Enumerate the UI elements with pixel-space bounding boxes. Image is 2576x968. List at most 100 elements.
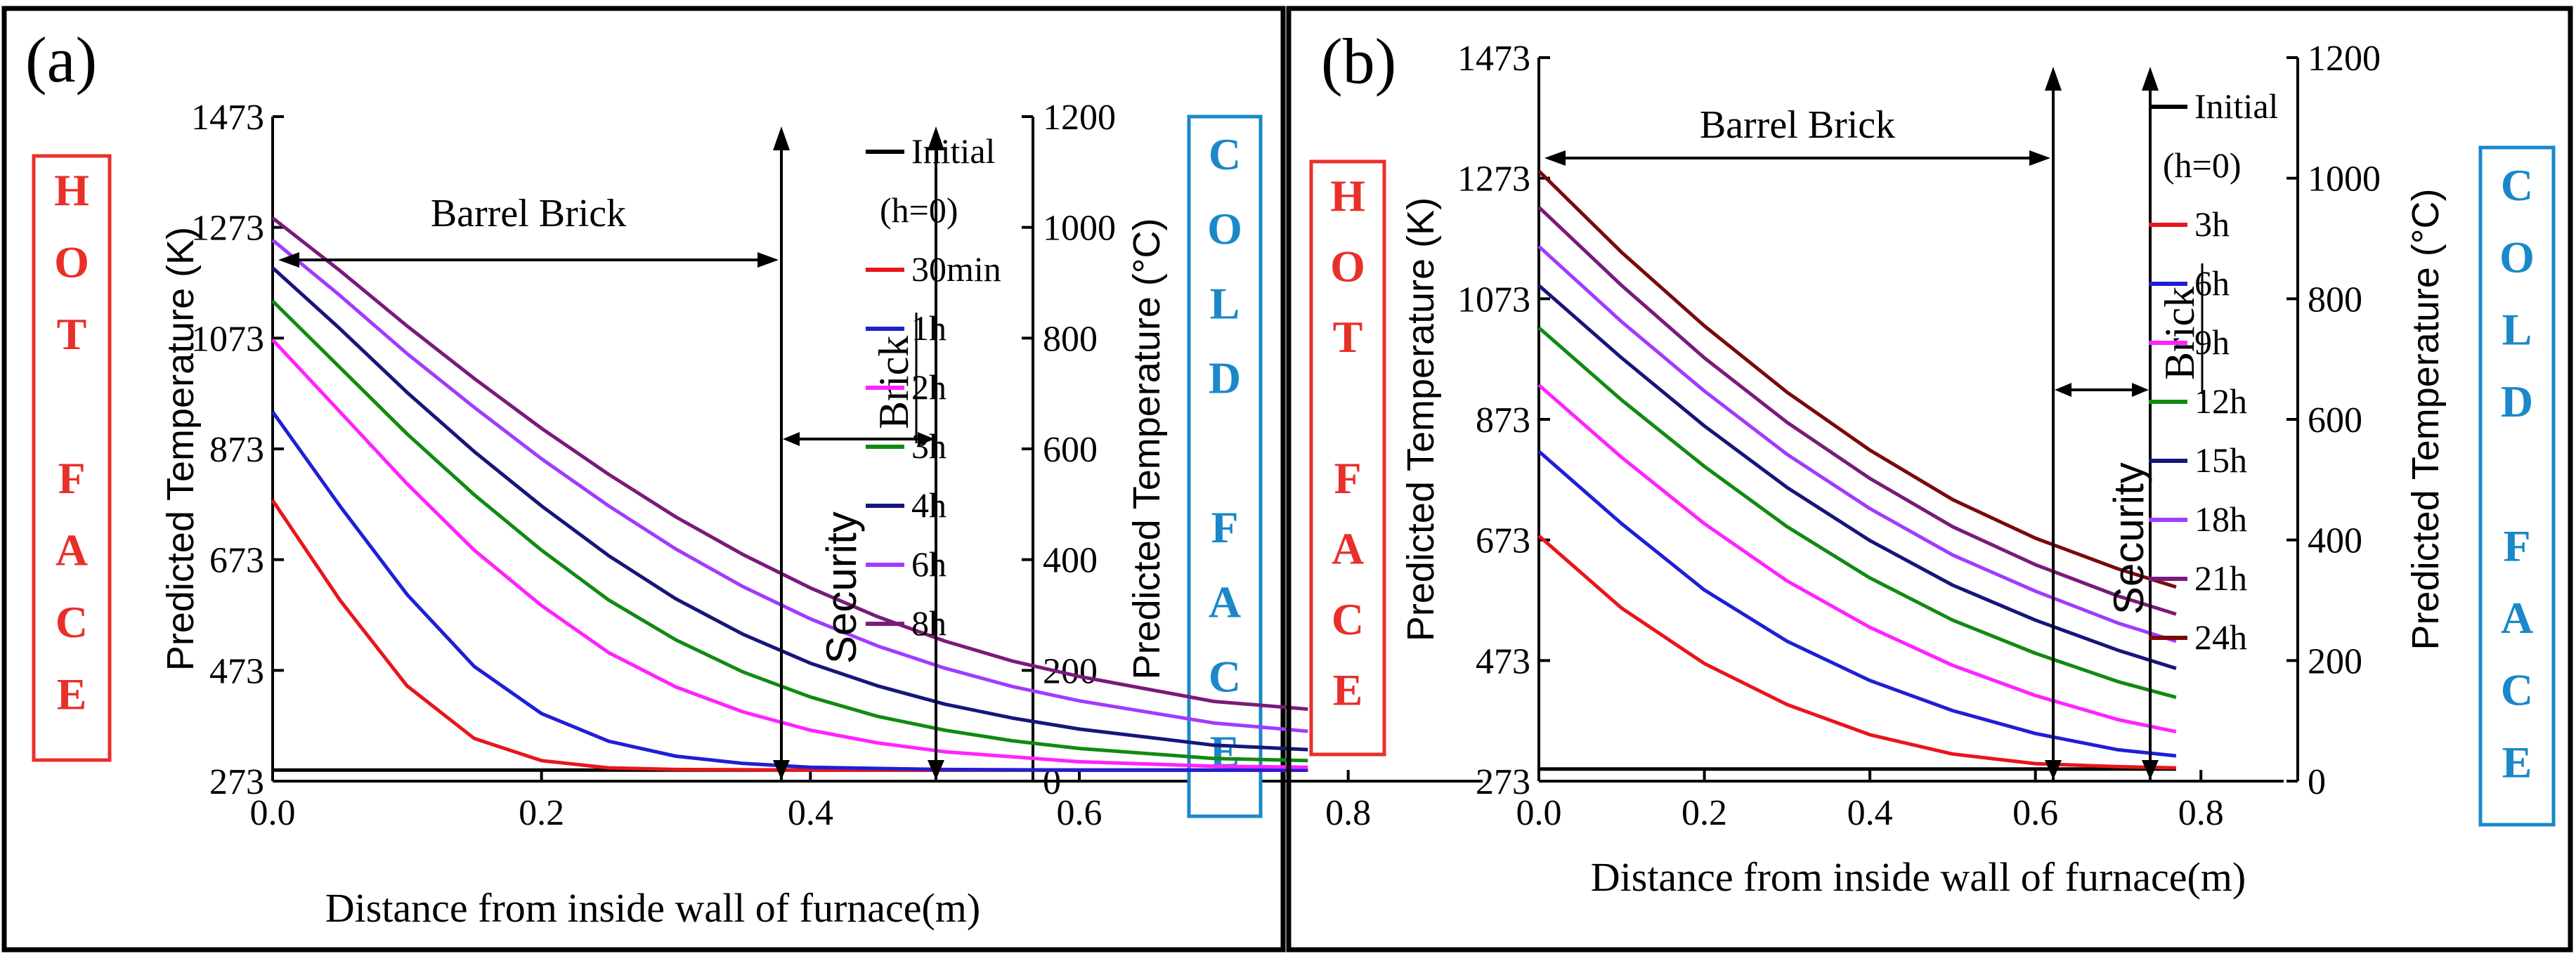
hot-face-box: [1309, 159, 1386, 757]
y-axis-label: Predicted Temperature (K): [160, 227, 202, 671]
y-tick-label: 1273: [191, 209, 264, 249]
y-right-tick-label: 1000: [2308, 159, 2381, 200]
legend-label: (h=0): [2163, 145, 2242, 185]
x-tick-label: 0.0: [1516, 793, 1562, 833]
legend-label: 15h: [2194, 440, 2247, 480]
barrel-arrowhead-left: [1544, 150, 1566, 166]
series-line-15h: [1537, 284, 2177, 670]
security-label: Security: [2105, 462, 2152, 615]
y-tick-label: 1473: [1457, 39, 1530, 79]
y-axis-label: Predicted Temperature (K): [1400, 197, 1442, 641]
barrel-arrowhead-right: [757, 252, 779, 268]
x-tick-label: 0.8: [1325, 793, 1371, 833]
y-tick-label: 473: [209, 651, 264, 691]
boundary-arrowhead: [928, 126, 944, 150]
y-right-tick-label: 200: [2308, 641, 2362, 681]
x-tick-label: 0.0: [250, 793, 296, 833]
x-tick-label: 0.6: [2012, 793, 2058, 833]
x-tick-label: 0.8: [2178, 793, 2224, 833]
y-tick-label: 1473: [191, 98, 264, 138]
y-tick-label: 1073: [1457, 280, 1530, 320]
y-tick-label: 273: [1476, 762, 1530, 802]
y-tick-label: 873: [209, 430, 264, 470]
brick-label: Brick: [2157, 287, 2203, 380]
x-tick-label: 0.4: [1847, 793, 1893, 833]
x-tick-label: 0.6: [1057, 793, 1102, 833]
security-label: Security: [818, 511, 865, 664]
barrel-arrowhead-right: [2029, 150, 2050, 166]
barrel-brick-label: Barrel Brick: [431, 192, 626, 235]
x-tick-label: 0.2: [519, 793, 564, 833]
y-right-tick-label: 600: [2308, 400, 2362, 440]
y-tick-label: 1273: [1457, 159, 1530, 200]
y-right-tick-label: 800: [2308, 280, 2362, 320]
series-line-21h: [1537, 206, 2177, 616]
boundary-arrowhead: [2142, 67, 2159, 91]
legend-label: Initial: [911, 131, 995, 171]
security-arrowhead-right: [2132, 383, 2149, 397]
y-tick-label: 673: [209, 541, 264, 581]
boundary-arrowhead: [928, 760, 944, 780]
y-tick-label: 1073: [191, 319, 264, 359]
x-axis-label: Distance from inside wall of furnace(m): [325, 885, 980, 931]
security-arrowhead-left: [783, 432, 800, 446]
legend-label: Initial: [2194, 86, 2278, 126]
boundary-arrowhead: [773, 760, 790, 780]
security-arrowhead-right: [918, 432, 935, 446]
y-right-tick-label: 600: [1043, 430, 1098, 470]
legend-label: 3h: [911, 426, 947, 466]
y-right-tick-label: 400: [2308, 521, 2362, 561]
boundary-arrowhead: [2045, 760, 2062, 780]
panel-label: (b): [1321, 25, 1396, 97]
panel-frame: [1, 6, 1286, 953]
cold-face-box: [2478, 145, 2556, 827]
series-line-4h: [271, 266, 1308, 752]
legend-label: 12h: [2194, 381, 2247, 421]
y-tick-label: 873: [1476, 400, 1530, 440]
boundary-arrowhead: [773, 126, 790, 150]
series-line-18h: [1537, 244, 2177, 643]
series-line-2h: [271, 338, 1308, 769]
legend-label: 21h: [2194, 558, 2247, 598]
hot-face-box: [32, 154, 112, 762]
series-line-3h: [271, 299, 1308, 763]
legend-label: 30min: [911, 249, 1001, 289]
series-line-1h: [271, 410, 1308, 772]
boundary-arrowhead: [2045, 67, 2062, 91]
series-line-3h: [1537, 534, 2176, 770]
y-right-tick-label: 0: [2308, 762, 2326, 802]
chart-panel-a: (a) 0.0 0.2 0.4 0.6 0.8 273 473 673 873 1073 1273 14…: [1, 6, 1483, 953]
y-right-tick-label: 400: [1043, 541, 1098, 581]
security-arrowhead-left: [2055, 383, 2071, 397]
y-right-tick-label: 800: [1043, 319, 1098, 359]
series-line-6h: [271, 238, 1308, 733]
y-right-tick-label: 1000: [1043, 209, 1116, 249]
panel-label: (a): [25, 24, 97, 96]
x-tick-label: 0.4: [788, 793, 833, 833]
series-line-9h: [1537, 384, 2177, 734]
x-axis-label: Distance from inside wall of furnace(m): [1591, 854, 2246, 900]
brick-label: Brick: [871, 336, 917, 429]
series-line-6h: [1537, 450, 2177, 758]
x-tick-label: 0.2: [1681, 793, 1727, 833]
barrel-arrowhead-left: [278, 252, 299, 268]
legend-label: 18h: [2194, 499, 2247, 539]
legend-label: 2h: [911, 367, 947, 407]
y-axis-label-right: Predicted Temperature (°C): [2405, 189, 2447, 650]
barrel-brick-label: Barrel Brick: [1700, 103, 1895, 147]
panel-frame: [1286, 6, 2573, 953]
y-axis-label-right: Predicted Temperature (°C): [1126, 218, 1168, 680]
series-line-12h: [1537, 326, 2177, 700]
legend-label: 3h: [2194, 204, 2230, 244]
y-tick-label: 673: [1476, 521, 1530, 561]
y-right-tick-label: 1200: [2308, 39, 2381, 79]
legend-label: (h=0): [880, 190, 958, 230]
legend-label: 8h: [911, 603, 947, 643]
legend-label: 9h: [2194, 322, 2230, 362]
legend-label: 1h: [911, 308, 947, 348]
